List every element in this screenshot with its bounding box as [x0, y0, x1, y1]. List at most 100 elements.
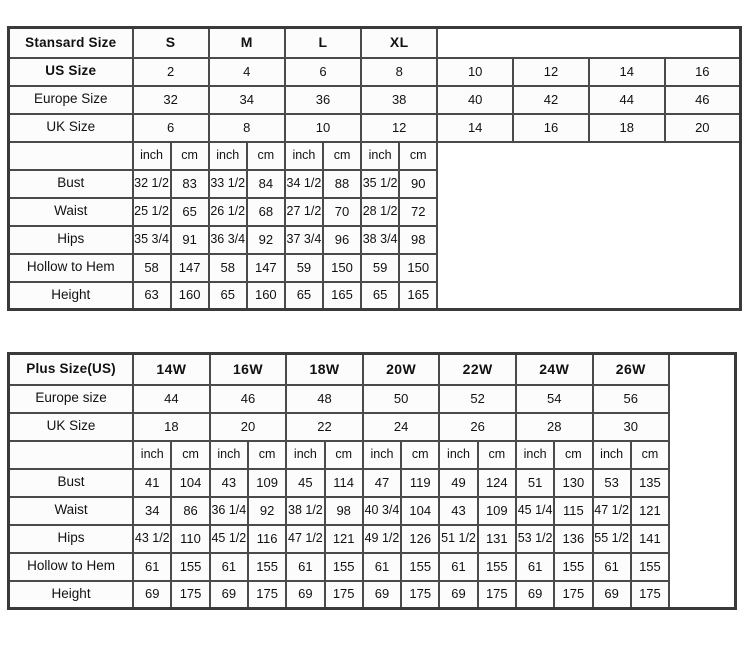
europe-size-value: 42	[512, 84, 590, 115]
unit-header-cm: cm	[476, 439, 517, 470]
table-unit-row: inch cm inch cm inch cm inch cm inch cm inch cm inch…	[7, 439, 736, 470]
row-label-uk-size: UK Size	[7, 411, 135, 442]
height-inch-value: 65	[283, 280, 324, 311]
us-size-value: 12	[512, 56, 590, 87]
uk-size-value: 20	[208, 411, 288, 442]
europe-size-value: 36	[283, 84, 363, 115]
unit-header-inch: inch	[285, 439, 326, 470]
bust-cm-value: 109	[246, 467, 288, 498]
table-row-uk-size: UK Size 18 20 22 24 26 28 30	[7, 411, 736, 442]
height-inch-value: 65	[360, 280, 401, 311]
hollow-to-hem-cm-value: 150	[398, 252, 439, 283]
hips-cm-value: 131	[476, 523, 517, 554]
height-inch-value: 69	[438, 579, 479, 610]
europe-size-value: 46	[663, 84, 742, 115]
unit-header-inch: inch	[207, 140, 248, 171]
row-label-uk-size: UK Size	[7, 112, 134, 143]
waist-cm-value: 70	[321, 196, 363, 227]
hips-inch-value: 51 1/2	[438, 523, 479, 554]
europe-size-value: 46	[208, 383, 288, 414]
waist-cm-value: 109	[476, 495, 517, 526]
us-size-value: 6	[283, 56, 363, 87]
table-row-bust: Bust 32 1/2 83 33 1/2 84 34 1/2 88 35 1/2 90	[7, 168, 741, 199]
waist-cm-value: 115	[553, 495, 594, 526]
hollow-to-hem-cm-value: 150	[321, 252, 363, 283]
waist-cm-value: 72	[398, 196, 439, 227]
bust-inch-value: 53	[591, 467, 632, 498]
us-size-value: 14	[587, 56, 666, 87]
row-label-height: Height	[7, 280, 134, 311]
height-cm-value: 165	[398, 280, 439, 311]
hollow-to-hem-cm-value: 155	[629, 551, 671, 582]
size-group-24w: 24W	[514, 352, 594, 386]
bust-inch-value: 47	[361, 467, 403, 498]
table-row-europe-size: Europe size 44 46 48 50 52 54 56	[7, 383, 736, 414]
height-cm-value: 160	[245, 280, 286, 311]
hips-cm-value: 110	[170, 523, 211, 554]
height-cm-value: 175	[400, 579, 441, 610]
hollow-to-hem-cm-value: 155	[400, 551, 441, 582]
uk-size-value: 24	[361, 411, 441, 442]
size-group-l: L	[283, 26, 363, 59]
uk-size-value: 12	[360, 112, 439, 143]
uk-size-value: 18	[132, 411, 211, 442]
us-size-value: 16	[663, 56, 742, 87]
hollow-to-hem-cm-value: 147	[169, 252, 210, 283]
unit-header-inch: inch	[132, 439, 173, 470]
bust-inch-value: 33 1/2	[207, 168, 248, 199]
bust-cm-value: 104	[170, 467, 211, 498]
height-cm-value: 160	[169, 280, 210, 311]
uk-size-value: 6	[131, 112, 210, 143]
height-cm-value: 165	[321, 280, 363, 311]
bust-inch-value: 32 1/2	[131, 168, 172, 199]
hips-cm-value: 92	[245, 224, 286, 255]
row-label-hips: Hips	[7, 224, 134, 255]
row-label-europe-size: Europe size	[7, 383, 135, 414]
hips-cm-value: 126	[400, 523, 441, 554]
hips-cm-value: 116	[246, 523, 288, 554]
uk-size-value: 30	[591, 411, 671, 442]
table-row-waist: Waist 34 86 36 1/4 92 38 1/2 98 40 3/4 104 43 109 4…	[7, 495, 736, 526]
bust-inch-value: 49	[438, 467, 479, 498]
hips-inch-value: 35 3/4	[131, 224, 172, 255]
unit-header-inch: inch	[360, 140, 401, 171]
standard-size-table: Stansard Size S M L XL US Size 2 4 6 8 10 12 14 16 Eur…	[7, 26, 742, 311]
europe-size-value: 44	[587, 84, 666, 115]
us-size-value: 10	[436, 56, 515, 87]
europe-size-value: 38	[360, 84, 439, 115]
height-inch-value: 69	[132, 579, 173, 610]
size-group-14w: 14W	[132, 352, 211, 386]
waist-cm-value: 92	[246, 495, 288, 526]
europe-size-value: 48	[285, 383, 364, 414]
unit-header-cm: cm	[169, 140, 210, 171]
bust-inch-value: 41	[132, 467, 173, 498]
us-size-value: 8	[360, 56, 439, 87]
hips-inch-value: 37 3/4	[283, 224, 324, 255]
europe-size-value: 32	[131, 84, 210, 115]
hollow-to-hem-inch-value: 61	[208, 551, 249, 582]
waist-inch-value: 47 1/2	[591, 495, 632, 526]
hollow-to-hem-cm-value: 155	[553, 551, 594, 582]
bust-inch-value: 45	[285, 467, 326, 498]
hips-inch-value: 38 3/4	[360, 224, 401, 255]
unit-header-inch: inch	[514, 439, 556, 470]
hollow-to-hem-inch-value: 58	[207, 252, 248, 283]
unit-header-cm: cm	[629, 439, 671, 470]
europe-size-value: 34	[207, 84, 286, 115]
size-group-18w: 18W	[285, 352, 364, 386]
waist-inch-value: 43	[438, 495, 479, 526]
bust-cm-value: 114	[323, 467, 364, 498]
unit-header-inch: inch	[208, 439, 249, 470]
unit-header-cm: cm	[170, 439, 211, 470]
waist-inch-value: 45 1/4	[514, 495, 556, 526]
unit-header-inch: inch	[131, 140, 172, 171]
table-title-cell: Plus Size(US)	[7, 352, 135, 386]
row-label-waist: Waist	[7, 196, 134, 227]
hollow-to-hem-inch-value: 61	[285, 551, 326, 582]
waist-cm-value: 86	[170, 495, 211, 526]
height-cm-value: 175	[246, 579, 288, 610]
bust-cm-value: 83	[169, 168, 210, 199]
europe-size-value: 54	[514, 383, 594, 414]
hips-inch-value: 49 1/2	[361, 523, 403, 554]
